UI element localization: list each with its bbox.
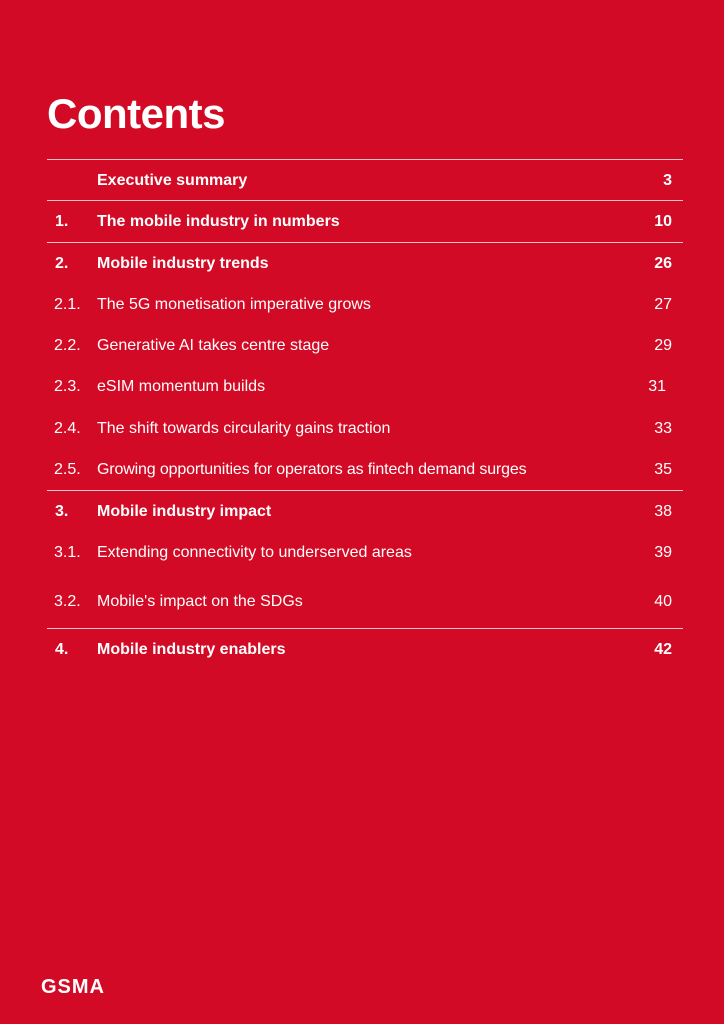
divider (47, 242, 683, 243)
toc-entry-3-1[interactable]: 3.1. Extending connectivity to underserv… (47, 543, 683, 563)
divider (47, 490, 683, 491)
page-title: Contents (47, 90, 226, 137)
entry-page: 33 (654, 420, 672, 437)
toc-entry-2-3[interactable]: 2.3. eSIM momentum builds 31 (47, 377, 683, 397)
divider (47, 628, 683, 629)
entry-page: 10 (654, 213, 672, 230)
entry-label: Mobile industry impact (97, 503, 272, 520)
entry-label: The mobile industry in numbers (97, 213, 340, 230)
entry-number: 2.5. (54, 461, 81, 478)
toc-entry-2[interactable]: 2. Mobile industry trends 26 (47, 254, 683, 274)
entry-label: The 5G monetisation imperative grows (97, 296, 371, 313)
toc-entry-2-2[interactable]: 2.2. Generative AI takes centre stage 29 (47, 336, 683, 356)
toc-entry-1[interactable]: 1. The mobile industry in numbers 10 (47, 212, 683, 232)
entry-number: 2.4. (54, 420, 81, 437)
entry-label: Mobile industry trends (97, 255, 269, 272)
entry-page: 27 (654, 296, 672, 313)
entry-label: Executive summary (97, 172, 248, 189)
entry-number: 2.1. (54, 296, 81, 313)
entry-page: 38 (654, 503, 672, 520)
toc-entry-2-1[interactable]: 2.1. The 5G monetisation imperative grow… (47, 295, 683, 315)
entry-page: 42 (654, 641, 672, 658)
toc-entry-executive-summary[interactable]: Executive summary 3 (47, 171, 683, 191)
entry-page: 29 (654, 337, 672, 354)
entry-label: eSIM momentum builds (97, 378, 266, 395)
entry-page: 35 (654, 461, 672, 478)
entry-label: Growing opportunities for operators as f… (97, 461, 527, 478)
entry-number: 2.3. (54, 378, 81, 395)
entry-page: 26 (654, 255, 672, 272)
divider (47, 159, 683, 160)
entry-number: 1. (55, 213, 69, 230)
entry-number: 3.1. (54, 544, 81, 561)
entry-label: Mobile industry enablers (97, 641, 286, 658)
toc-entry-4[interactable]: 4. Mobile industry enablers 42 (47, 640, 683, 660)
entry-label: Mobile's impact on the SDGs (97, 593, 303, 610)
entry-label: The shift towards circularity gains trac… (97, 420, 391, 437)
entry-number: 3.2. (54, 593, 81, 610)
entry-number: 2.2. (54, 337, 81, 354)
toc-entry-3-2[interactable]: 3.2. Mobile's impact on the SDGs 40 (47, 592, 683, 612)
toc-entry-2-5[interactable]: 2.5. Growing opportunities for operators… (47, 460, 683, 480)
toc-entry-3[interactable]: 3. Mobile industry impact 38 (47, 502, 683, 522)
entry-page: 39 (654, 544, 672, 561)
toc-entry-2-4[interactable]: 2.4. The shift towards circularity gains… (47, 419, 683, 439)
entry-number: 3. (55, 503, 69, 520)
gsma-logo: GSMA (41, 976, 105, 998)
entry-page: 40 (654, 593, 672, 610)
entry-number: 4. (55, 641, 69, 658)
entry-number: 2. (55, 255, 69, 272)
entry-page: 31 (648, 378, 666, 395)
entry-page: 3 (663, 172, 672, 189)
divider (47, 200, 683, 201)
entry-label: Generative AI takes centre stage (97, 337, 330, 354)
entry-label: Extending connectivity to underserved ar… (97, 544, 412, 561)
